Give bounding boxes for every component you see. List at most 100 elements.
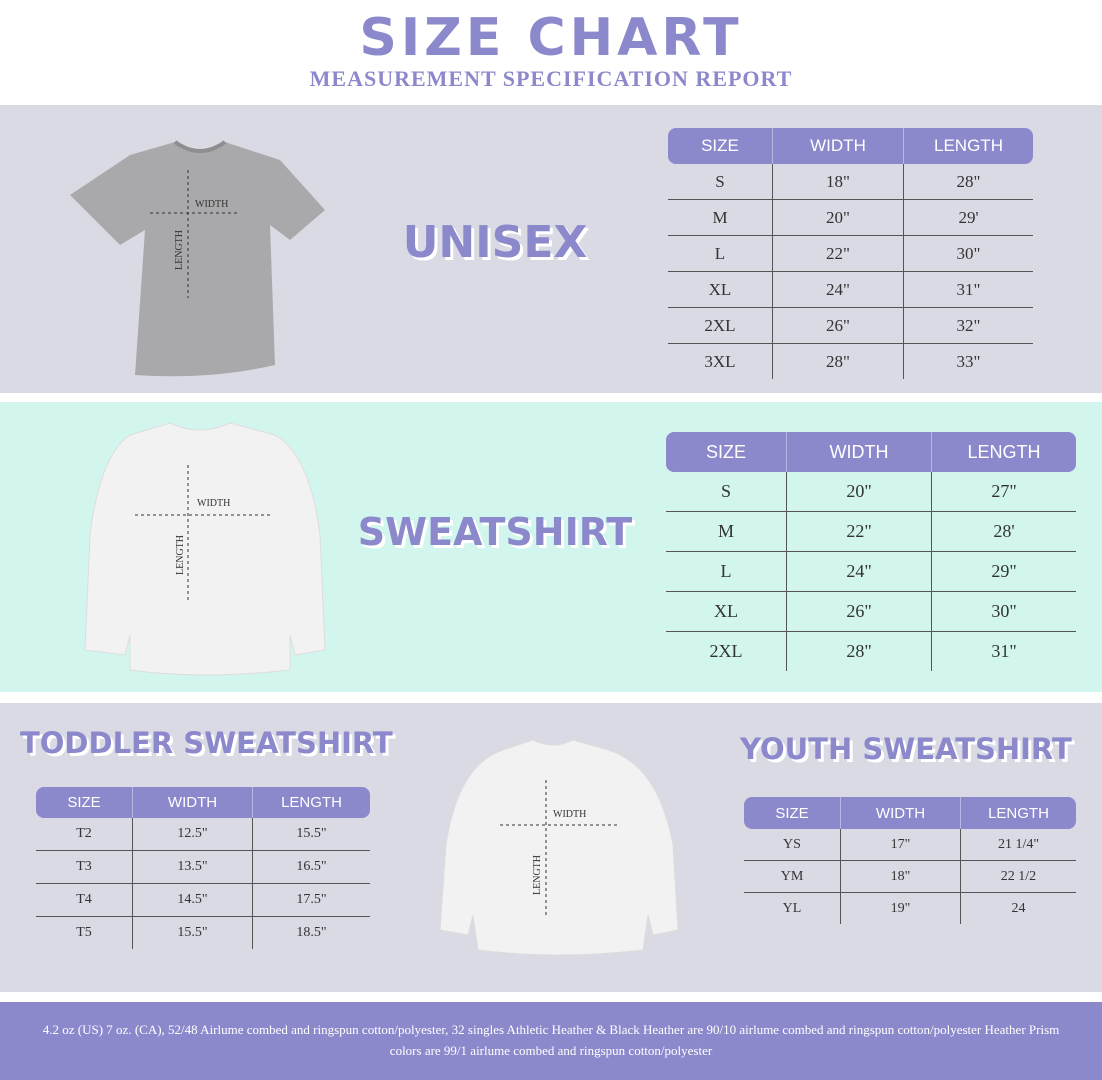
column-header: SIZE <box>36 787 133 818</box>
table-cell: T3 <box>36 850 133 884</box>
table-cell: 29" <box>931 551 1076 592</box>
table-cell: 22 1/2 <box>960 860 1076 893</box>
column-header: WIDTH <box>772 128 904 164</box>
column-header: LENGTH <box>931 432 1076 472</box>
table-cell: T4 <box>36 883 133 917</box>
header-row: SIZE WIDTH LENGTH <box>668 128 1033 164</box>
table-cell: 21 1/4" <box>960 829 1076 861</box>
column-header: LENGTH <box>960 797 1076 829</box>
table-cell: 26" <box>772 307 904 344</box>
table-cell: 24" <box>786 551 932 592</box>
table-cell: M <box>666 511 787 552</box>
table-cell: 14.5" <box>132 883 253 917</box>
footer-text: 4.2 oz (US) 7 oz. (CA), 52/48 Airlume co… <box>42 1022 1060 1058</box>
column-header: LENGTH <box>252 787 370 818</box>
size-table: SIZE WIDTH LENGTH S 20" 27" M 22" 28' L 24" 29" XL 26… <box>666 432 1076 671</box>
table-cell: 18" <box>840 860 961 893</box>
table-row: 2XL 26" 32" <box>668 307 1033 344</box>
table-cell: XL <box>668 271 773 308</box>
table-row: YM 18" 22 1/2 <box>744 860 1076 893</box>
table-row: S 20" 27" <box>666 472 1076 512</box>
table-cell: 28" <box>903 164 1033 200</box>
table-row: T3 13.5" 16.5" <box>36 850 370 884</box>
table-cell: 17" <box>840 829 961 861</box>
sweatshirt-image: WIDTH LENGTH <box>84 422 326 676</box>
table-cell: 18.5" <box>252 916 370 949</box>
table-row: 3XL 28" 33" <box>668 343 1033 379</box>
header-row: SIZE WIDTH LENGTH <box>36 787 370 818</box>
size-table: SIZE WIDTH LENGTH YS 17" 21 1/4" YM 18" 22 1/2 YL… <box>744 797 1076 924</box>
table-cell: 28" <box>772 343 904 379</box>
table-cell: XL <box>666 591 787 632</box>
table-cell: 30" <box>903 235 1033 272</box>
section-title: YOUTH SWEATSHIRT <box>740 732 1072 766</box>
page-subtitle: MEASUREMENT SPECIFICATION REPORT <box>309 66 793 91</box>
table-cell: 16.5" <box>252 850 370 884</box>
table-cell: YS <box>744 829 841 861</box>
column-header: SIZE <box>668 128 773 164</box>
table-cell: T5 <box>76 925 92 940</box>
table-cell: 30" <box>931 591 1076 632</box>
table-cell: 28' <box>931 511 1076 552</box>
table-row: YS 17" 21 1/4" <box>744 829 1076 861</box>
table-row: T5 15.5" 18.5" <box>36 916 370 949</box>
header-row: SIZE WIDTH LENGTH <box>744 797 1076 829</box>
image-label: WIDTH <box>197 498 230 509</box>
table-row: XL 24" 31" <box>668 271 1033 308</box>
table-cell: 31" <box>903 271 1033 308</box>
column-header: SIZE <box>666 432 787 472</box>
section-title: TODDLER SWEATSHIRT <box>20 726 393 760</box>
table-cell: 2XL <box>709 641 743 661</box>
table-cell: 28" <box>786 631 932 671</box>
table-cell: 29' <box>903 199 1033 236</box>
table-row: 2XL 28" 31" <box>666 631 1076 671</box>
table-cell: 27" <box>931 472 1076 512</box>
table-cell: 22" <box>772 235 904 272</box>
size-table: SIZE WIDTH LENGTH T2 12.5" 15.5" T3 13.5" 16.5" T… <box>36 787 370 949</box>
table-cell: 22" <box>786 511 932 552</box>
table-cell: 18" <box>772 164 904 200</box>
table-cell: 20" <box>772 199 904 236</box>
table-cell: 26" <box>786 591 932 632</box>
table-cell: 31" <box>931 631 1076 671</box>
table-cell: YL <box>782 900 802 916</box>
table-cell: M <box>668 199 773 236</box>
image-label: LENGTH <box>532 855 543 895</box>
image-label: LENGTH <box>174 230 185 270</box>
table-row: S 18" 28" <box>668 164 1033 200</box>
table-row: L 22" 30" <box>668 235 1033 272</box>
table-cell: S <box>666 472 787 512</box>
table-cell: 24 <box>960 892 1076 924</box>
table-cell: 33" <box>903 343 1033 379</box>
table-cell: 13.5" <box>132 850 253 884</box>
table-cell: 24" <box>772 271 904 308</box>
table-cell: 32" <box>903 307 1033 344</box>
page-title: SIZE CHART <box>359 8 743 68</box>
column-header: WIDTH <box>786 432 932 472</box>
table-row: M 20" 29' <box>668 199 1033 236</box>
image-label: WIDTH <box>553 809 586 820</box>
section-title: UNISEX <box>402 217 588 268</box>
table-row: XL 26" 30" <box>666 591 1076 632</box>
column-header: WIDTH <box>132 787 253 818</box>
table-row: YL 19" 24 <box>744 892 1076 924</box>
header-row: SIZE WIDTH LENGTH <box>666 432 1076 472</box>
table-cell: L <box>668 235 773 272</box>
table-cell: 17.5" <box>252 883 370 917</box>
table-row: L 24" 29" <box>666 551 1076 592</box>
table-row: M 22" 28' <box>666 511 1076 552</box>
table-cell: T2 <box>36 818 133 851</box>
section-title: SWEATSHIRT <box>357 510 633 554</box>
column-header: WIDTH <box>840 797 961 829</box>
youth-sweatshirt-image: WIDTH LENGTH <box>439 739 679 956</box>
table-cell: 20" <box>786 472 932 512</box>
table-row: T4 14.5" 17.5" <box>36 883 370 917</box>
table-cell: 15.5" <box>252 818 370 851</box>
table-cell: 19" <box>840 892 961 924</box>
table-cell: 3XL <box>704 351 736 371</box>
size-table: SIZE WIDTH LENGTH S 18" 28" M 20" 29' L 22" 30" XL 24… <box>668 128 1033 379</box>
column-header: LENGTH <box>903 128 1033 164</box>
table-row: T2 12.5" 15.5" <box>36 818 370 851</box>
image-label: WIDTH <box>195 199 228 210</box>
table-cell: 12.5" <box>132 818 253 851</box>
